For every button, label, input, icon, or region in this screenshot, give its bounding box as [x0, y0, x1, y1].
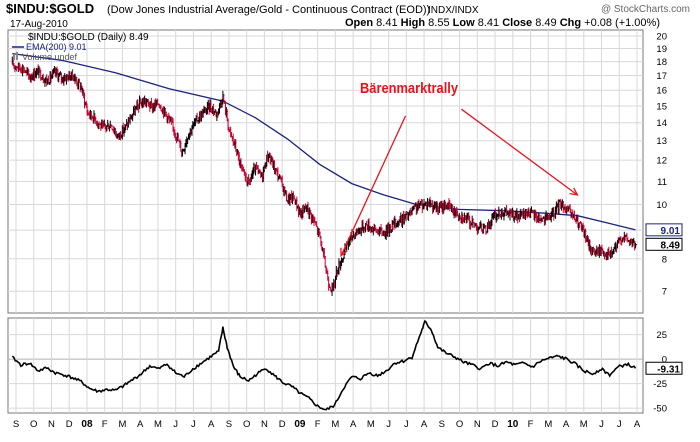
price-y-tick-label: 12	[656, 156, 667, 167]
ema-value-flag: 9.01	[661, 226, 681, 237]
x-axis-label: M	[331, 419, 339, 430]
x-axis-label: M	[367, 419, 375, 430]
open-label: Open	[345, 17, 373, 29]
x-axis-label: S	[13, 419, 19, 430]
price-y-tick-label: 16	[656, 86, 667, 97]
oscillator-layer	[11, 319, 637, 411]
chart-description: (Dow Jones Industrial Average/Gold - Con…	[107, 4, 430, 16]
x-axis-label: O	[243, 419, 250, 430]
legend-volume: Volume undef	[22, 52, 78, 62]
x-axis-label: J	[191, 419, 196, 430]
x-axis-label: J	[173, 419, 178, 430]
x-axis-label: O	[456, 419, 463, 430]
x-axis-label: 09	[294, 419, 306, 430]
price-y-tick-label: 7	[662, 287, 667, 298]
price-y-tick-label: 17	[656, 71, 667, 82]
osc-y-tick-label: -25	[653, 379, 667, 390]
chg-value: +0.08 (+1.00%)	[584, 17, 660, 29]
x-axis-label: J	[404, 419, 409, 430]
annotation-arrow-head	[340, 247, 348, 258]
x-axis-label: A	[634, 419, 641, 430]
x-axis-label: D	[66, 419, 73, 430]
x-axis-label: O	[30, 419, 37, 430]
x-axis-label: J	[617, 419, 622, 430]
high-value: 8.55	[428, 17, 449, 29]
price-y-tick-label: 10	[656, 200, 667, 211]
osc-y-tick-label: 0	[662, 355, 667, 366]
grid-layer	[8, 30, 643, 413]
price-y-tick-label: 15	[656, 101, 667, 112]
price-y-tick-label: 13	[656, 136, 667, 147]
legend-ema: EMA(200) 9.01	[26, 42, 87, 52]
price-y-tick-label: 18	[656, 57, 667, 68]
x-axis-label: D	[492, 419, 499, 430]
high-label: High	[401, 17, 426, 29]
x-axis-label: A	[350, 419, 357, 430]
oscillator-line	[11, 319, 637, 411]
x-axis-label: M	[580, 419, 588, 430]
x-axis-label: S	[226, 419, 232, 430]
x-axis-label: N	[474, 419, 481, 430]
osc-value-flag: -9.31	[657, 364, 680, 375]
x-axis-label: N	[48, 419, 55, 430]
x-axis-label: 10	[507, 419, 519, 430]
x-axis-label: M	[154, 419, 162, 430]
low-label: Low	[453, 17, 475, 29]
x-axis-label: F	[315, 419, 321, 430]
x-axis-label: A	[137, 419, 144, 430]
price-y-tick-label: 19	[656, 44, 667, 55]
x-axis-label: J	[386, 419, 391, 430]
x-axis-label: A	[208, 419, 215, 430]
last-price-flag: 8.49	[661, 240, 681, 251]
price-y-tick-label: 8	[662, 254, 667, 265]
x-axis-label: D	[279, 419, 286, 430]
x-axis-label: F	[528, 419, 534, 430]
osc-value-flag-box	[645, 361, 683, 375]
open-value: 8.41	[376, 17, 397, 29]
annotation-arrow-shaft	[461, 108, 578, 196]
price-y-tick-label: 20	[656, 32, 667, 43]
annotation-arrow-shaft	[340, 115, 407, 257]
x-axis-label: A	[563, 419, 570, 430]
quote-line: Open 8.41 High 8.55 Low 8.41 Close 8.49 …	[345, 17, 660, 29]
chart-date: 17-Aug-2010	[10, 19, 68, 30]
last-price-flag-box	[645, 237, 683, 251]
axis-layer: 7891011121314151617181920250-25-50SOND08…	[13, 32, 683, 430]
legend-symbol: $INDU:$GOLD (Daily) 8.49	[28, 32, 149, 43]
annotation-arrow-head	[569, 187, 579, 196]
low-value: 8.41	[478, 17, 499, 29]
x-axis-label: M	[544, 419, 552, 430]
x-axis-label: N	[261, 419, 268, 430]
x-axis-label: 08	[81, 419, 93, 430]
exchange-label: INDX/INDX	[428, 5, 479, 16]
annotation-arrows	[340, 108, 579, 258]
chg-label: Chg	[560, 17, 581, 29]
osc-y-tick-label: -50	[653, 404, 667, 415]
candle-layer	[11, 56, 637, 296]
close-label: Close	[502, 17, 532, 29]
x-axis-label: F	[102, 419, 108, 430]
legend-volume-swatch-2	[16, 52, 18, 60]
close-value: 8.49	[535, 17, 556, 29]
price-panel	[7, 29, 644, 314]
chart-symbol: $INDU:$GOLD	[6, 1, 94, 16]
annotation-text: Bärenmarktrally	[360, 80, 459, 97]
ema-value-flag-box	[645, 223, 683, 237]
x-axis-label: J	[599, 419, 604, 430]
price-y-tick-label: 14	[656, 118, 667, 129]
x-axis-label: M	[118, 419, 126, 430]
x-axis-label: A	[421, 419, 428, 430]
oscillator-panel	[7, 317, 644, 414]
price-y-tick-label: 11	[657, 177, 667, 188]
x-axis-label: S	[439, 419, 445, 430]
osc-y-tick-label: 25	[656, 330, 667, 341]
stockcharts-watermark: @ StockCharts.com	[601, 4, 690, 15]
legend-volume-swatch	[13, 54, 15, 60]
